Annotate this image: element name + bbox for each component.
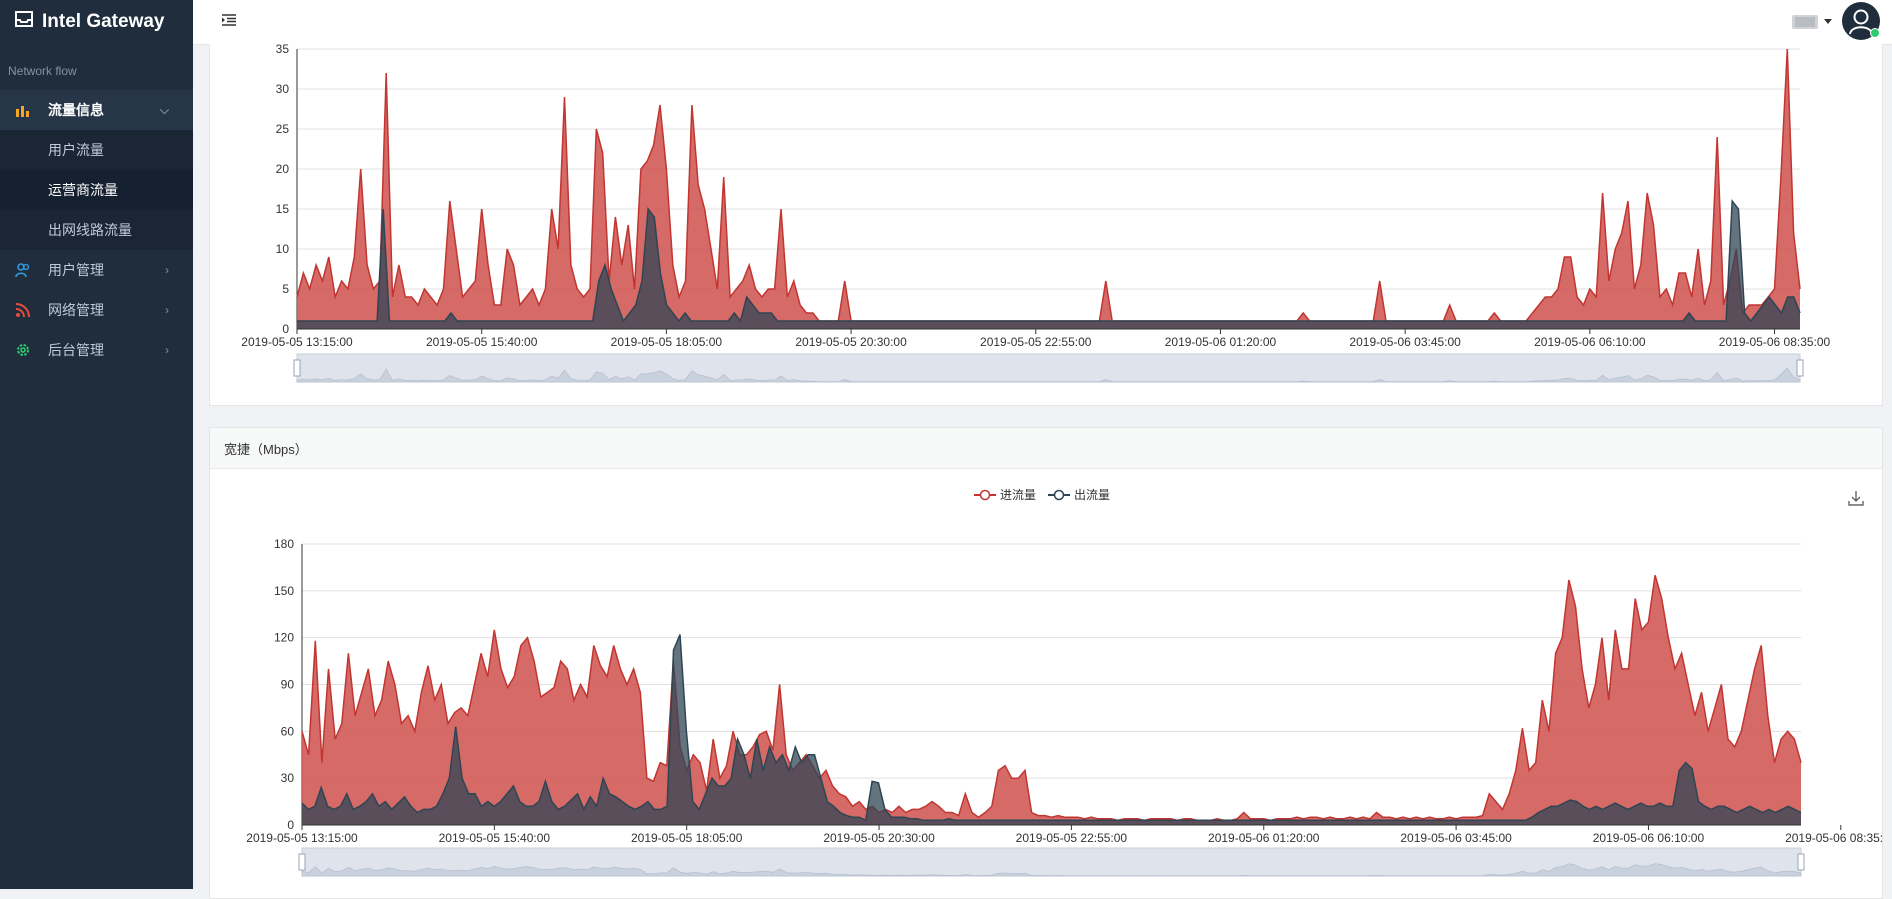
x-tick-label: 2019-05-06 08:35:00 bbox=[1719, 335, 1831, 349]
download-icon[interactable] bbox=[1848, 490, 1864, 511]
zoom-slider-preview bbox=[296, 367, 1801, 383]
menu-label: 网络管理 bbox=[48, 302, 104, 318]
x-tick-label: 2019-05-05 15:40:00 bbox=[439, 831, 551, 845]
y-tick-label: 0 bbox=[282, 322, 289, 336]
zoom-handle-right bbox=[1796, 359, 1804, 377]
series-area-in bbox=[297, 49, 1800, 329]
y-tick-label: 20 bbox=[276, 162, 290, 176]
gear-icon bbox=[14, 341, 32, 359]
top-bar bbox=[193, 0, 1892, 45]
y-tick-label: 30 bbox=[276, 82, 290, 96]
x-tick-label: 2019-05-05 15:40:00 bbox=[426, 335, 538, 349]
zoom-slider-preview bbox=[301, 863, 1802, 877]
sub-item-egress-line-traffic[interactable]: 出网线路流量 bbox=[0, 210, 193, 250]
y-tick-label: 10 bbox=[276, 242, 290, 256]
series-line-out bbox=[297, 198, 1801, 323]
menu-item-backend-management[interactable]: 后台管理 › bbox=[0, 330, 193, 370]
chevron-right-icon: › bbox=[165, 343, 169, 357]
traffic-chart-1: 0 5 10 15 20 25 30 35 2019-05-05 13:15:00 2019-05… bbox=[241, 42, 1831, 383]
series-line-in bbox=[301, 574, 1802, 822]
x-tick-label: 2019-05-05 18:05:00 bbox=[631, 831, 743, 845]
legend-marker-out bbox=[1048, 489, 1071, 500]
x-tick-label: 2019-05-06 06:10:00 bbox=[1534, 335, 1646, 349]
section-label: Network flow bbox=[8, 64, 77, 78]
y-tick-label: 25 bbox=[276, 122, 290, 136]
x-tick-label: 2019-05-05 22:55:00 bbox=[1016, 831, 1128, 845]
y-tick-label: 60 bbox=[281, 724, 295, 738]
menu-item-user-management[interactable]: 用户管理 › bbox=[0, 250, 193, 290]
chevron-right-icon: › bbox=[165, 263, 169, 277]
x-tick-label: 2019-05-06 03:45:00 bbox=[1400, 831, 1512, 845]
series-area-out bbox=[302, 634, 1801, 825]
series-line-out bbox=[301, 634, 1802, 822]
y-tick-label: 150 bbox=[274, 584, 294, 598]
x-tick-label: 2019-05-06 06:10:00 bbox=[1593, 831, 1705, 845]
sub-item-isp-traffic[interactable]: 运营商流量 bbox=[0, 170, 193, 210]
flag-icon bbox=[1792, 15, 1818, 29]
sidebar: Intel Gateway Network flow 流量信息 ⌵ 用户流量 运… bbox=[0, 0, 193, 889]
rss-icon bbox=[14, 301, 32, 319]
legend-label-in: 进流量 bbox=[1000, 488, 1037, 502]
indent-icon[interactable] bbox=[221, 13, 237, 32]
sub-item-user-traffic[interactable]: 用户流量 bbox=[0, 130, 193, 170]
y-tick-label: 35 bbox=[276, 44, 290, 56]
menu-label: 后台管理 bbox=[48, 342, 104, 358]
language-switch[interactable] bbox=[1792, 14, 1832, 30]
x-tick-label: 2019-05-05 13:15:00 bbox=[241, 335, 353, 349]
caret-down-icon bbox=[1824, 19, 1832, 24]
brand[interactable]: Intel Gateway bbox=[0, 0, 193, 44]
x-tick-label: 2019-05-05 13:15:00 bbox=[246, 831, 358, 845]
x-tick-label: 2019-05-06 03:45:00 bbox=[1349, 335, 1461, 349]
zoom-handle-right bbox=[1797, 853, 1805, 871]
zoom-slider bbox=[296, 353, 1801, 383]
users-icon bbox=[14, 261, 32, 279]
bar-chart-icon bbox=[14, 101, 32, 119]
menu-item-network-management[interactable]: 网络管理 › bbox=[0, 290, 193, 330]
y-tick-label: 0 bbox=[287, 818, 294, 832]
x-tick-label: 2019-05-05 18:05:00 bbox=[611, 335, 723, 349]
chevron-right-icon: › bbox=[165, 303, 169, 317]
y-tick-label: 180 bbox=[274, 537, 294, 551]
menu-item-traffic-info[interactable]: 流量信息 ⌵ bbox=[0, 90, 193, 130]
x-tick-label: 2019-05-06 08:35:00 bbox=[1785, 831, 1882, 845]
zoom-handle-left bbox=[293, 359, 301, 377]
y-tick-label: 120 bbox=[274, 631, 294, 645]
zoom-handle-left bbox=[298, 853, 306, 871]
chart-legend: 进流量 出流量 bbox=[974, 486, 1122, 503]
menu-label: 用户管理 bbox=[48, 262, 104, 278]
legend-marker-in bbox=[974, 489, 996, 500]
menu-label: 流量信息 bbox=[48, 102, 104, 118]
online-status-dot bbox=[1870, 28, 1880, 38]
legend-item-out[interactable]: 出流量 bbox=[1048, 486, 1110, 503]
chevron-down-icon: ⌵ bbox=[159, 103, 169, 117]
x-tick-label: 2019-05-06 01:20:00 bbox=[1165, 335, 1277, 349]
x-tick-label: 2019-05-05 20:30:00 bbox=[823, 831, 935, 845]
card-title: 宽捷（Mbps） bbox=[210, 428, 1882, 469]
chart-card-1: 0 5 10 15 20 25 30 35 2019-05-05 13:15:00 2019-05… bbox=[209, 42, 1883, 406]
app-name: Intel Gateway bbox=[42, 11, 165, 32]
legend-label-out: 出流量 bbox=[1074, 488, 1111, 502]
y-tick-label: 5 bbox=[282, 282, 289, 296]
legend-item-in[interactable]: 进流量 bbox=[974, 486, 1036, 503]
x-tick-label: 2019-05-05 22:55:00 bbox=[980, 335, 1092, 349]
y-tick-label: 90 bbox=[281, 678, 295, 692]
x-tick-label: 2019-05-05 20:30:00 bbox=[795, 335, 907, 349]
y-tick-label: 30 bbox=[281, 771, 295, 785]
x-tick-label: 2019-05-06 01:20:00 bbox=[1208, 831, 1320, 845]
traffic-chart-2: 0 30 60 90 120 150 180 2019-05-05 13:15:00 2019-… bbox=[246, 537, 1882, 877]
inbox-logo-icon bbox=[14, 10, 42, 34]
chart-card-2: 宽捷（Mbps） 进流量 出流量 0 30 60 90 120 150 180 2019-05… bbox=[209, 427, 1883, 899]
user-avatar-icon[interactable] bbox=[1842, 2, 1880, 40]
y-tick-label: 15 bbox=[276, 202, 290, 216]
series-line-in bbox=[296, 48, 1801, 322]
